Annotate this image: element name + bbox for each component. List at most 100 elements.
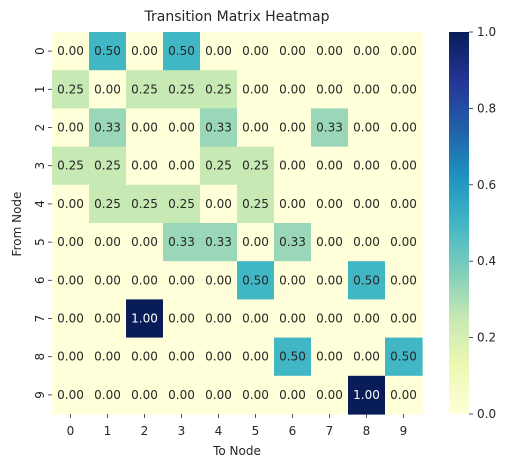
heatmap-cell xyxy=(348,375,386,415)
heatmap-cell xyxy=(385,375,423,415)
heatmap-cell xyxy=(126,146,164,186)
cell-value-label: 0.00 xyxy=(353,121,380,135)
heatmap-cell xyxy=(237,146,275,186)
cell-value-label: 0.00 xyxy=(57,350,84,364)
heatmap-cell xyxy=(126,184,164,224)
colorbar xyxy=(449,32,469,414)
cell-value-label: 0.00 xyxy=(131,388,158,402)
cell-value-label: 0.50 xyxy=(94,44,121,58)
heatmap-cell xyxy=(348,108,386,148)
heatmap-cell xyxy=(200,184,238,224)
cell-value-label: 1.00 xyxy=(131,312,158,326)
heatmap-cell xyxy=(200,337,238,377)
heatmap-cell xyxy=(385,299,423,339)
heatmap-cell xyxy=(89,223,127,262)
heatmap-cell xyxy=(237,261,275,300)
cell-value-label: 0.25 xyxy=(242,197,269,211)
cell-value-label: 0.00 xyxy=(390,82,417,96)
heatmap-cell xyxy=(348,299,386,339)
cell-value-label: 0.00 xyxy=(242,312,269,326)
y-tick-label: 4 xyxy=(33,200,47,208)
cell-value-label: 0.00 xyxy=(353,44,380,58)
x-axis-ticks: 0 1 2 3 4 5 6 7 8 9 xyxy=(67,414,408,438)
x-tick-label: 1 xyxy=(104,424,112,438)
cell-value-label: 0.00 xyxy=(57,44,84,58)
heatmap-cell xyxy=(200,146,238,186)
heatmap-cell xyxy=(200,70,238,109)
heatmap-cell xyxy=(237,32,275,71)
cell-value-label: 0.00 xyxy=(353,235,380,249)
heatmap-cell xyxy=(126,70,164,109)
heatmap-cell xyxy=(385,337,423,377)
heatmap-cell xyxy=(126,32,164,71)
heatmap-cell xyxy=(89,108,127,148)
heatmap-cell xyxy=(52,299,90,339)
cell-value-label: 0.50 xyxy=(390,350,417,364)
y-axis-ticks: 0 1 2 3 4 5 6 7 8 9 xyxy=(33,47,52,399)
cell-value-label: 0.00 xyxy=(316,388,343,402)
cell-value-label: 0.00 xyxy=(390,388,417,402)
cell-value-label: 0.00 xyxy=(94,235,121,249)
heatmap-cell xyxy=(89,375,127,415)
cell-value-label: 0.33 xyxy=(205,235,232,249)
cell-value-label: 0.00 xyxy=(316,273,343,287)
cell-value-label: 0.00 xyxy=(353,197,380,211)
heatmap-cell xyxy=(163,375,201,415)
colorbar-tick-label: 0.4 xyxy=(477,254,496,268)
y-tick-label: 9 xyxy=(33,391,47,399)
cell-value-label: 0.00 xyxy=(131,121,158,135)
heatmap-cell xyxy=(126,337,164,377)
heatmap-cell xyxy=(385,108,423,148)
x-tick-label: 3 xyxy=(178,424,186,438)
heatmap-cell xyxy=(126,261,164,300)
cell-value-label: 0.00 xyxy=(390,159,417,173)
heatmap-cell xyxy=(311,223,349,262)
cell-value-label: 0.00 xyxy=(279,197,306,211)
x-tick-label: 9 xyxy=(400,424,408,438)
heatmap-cell xyxy=(385,70,423,109)
x-axis-label: To Node xyxy=(212,444,261,458)
cell-value-label: 0.00 xyxy=(131,44,158,58)
heatmap-cell xyxy=(52,337,90,377)
heatmap-cell xyxy=(237,375,275,415)
cell-value-label: 0.00 xyxy=(353,159,380,173)
cell-value-label: 0.25 xyxy=(205,159,232,173)
cell-value-label: 0.00 xyxy=(131,273,158,287)
heatmap-cell xyxy=(311,184,349,224)
cell-value-label: 0.25 xyxy=(205,82,232,96)
cell-value-label: 0.00 xyxy=(168,350,195,364)
heatmap-cell xyxy=(52,146,90,186)
heatmap-cell xyxy=(348,337,386,377)
heatmap-cell xyxy=(348,223,386,262)
colorbar-ticks: 0.0 0.2 0.4 0.6 0.8 1.0 xyxy=(469,25,496,421)
heatmap-cell xyxy=(52,261,90,300)
colorbar-tick-label: 1.0 xyxy=(477,25,496,39)
cell-value-label: 0.00 xyxy=(316,197,343,211)
heatmap-cell xyxy=(274,261,312,300)
heatmap-cell xyxy=(385,261,423,300)
heatmap-cell xyxy=(89,337,127,377)
cell-value-label: 0.25 xyxy=(94,197,121,211)
heatmap-cell xyxy=(52,375,90,415)
cell-value-label: 0.00 xyxy=(316,312,343,326)
cell-value-label: 0.00 xyxy=(353,82,380,96)
y-tick-label: 0 xyxy=(33,47,47,55)
heatmap-cell xyxy=(200,299,238,339)
cell-value-label: 0.25 xyxy=(131,82,158,96)
cell-value-label: 0.25 xyxy=(94,159,121,173)
cell-value-label: 0.00 xyxy=(94,350,121,364)
cell-value-label: 0.33 xyxy=(279,235,306,249)
cell-value-label: 0.25 xyxy=(57,82,84,96)
y-tick-label: 6 xyxy=(33,276,47,284)
cell-value-label: 0.00 xyxy=(242,235,269,249)
cell-value-label: 0.00 xyxy=(316,44,343,58)
heatmap-cell xyxy=(311,261,349,300)
y-tick-label: 8 xyxy=(33,353,47,361)
y-axis-label: From Node xyxy=(10,192,24,257)
heatmap-cell xyxy=(200,32,238,71)
cell-value-label: 0.00 xyxy=(390,44,417,58)
cell-value-label: 0.50 xyxy=(353,273,380,287)
heatmap-cell xyxy=(348,146,386,186)
heatmap-cell xyxy=(311,70,349,109)
